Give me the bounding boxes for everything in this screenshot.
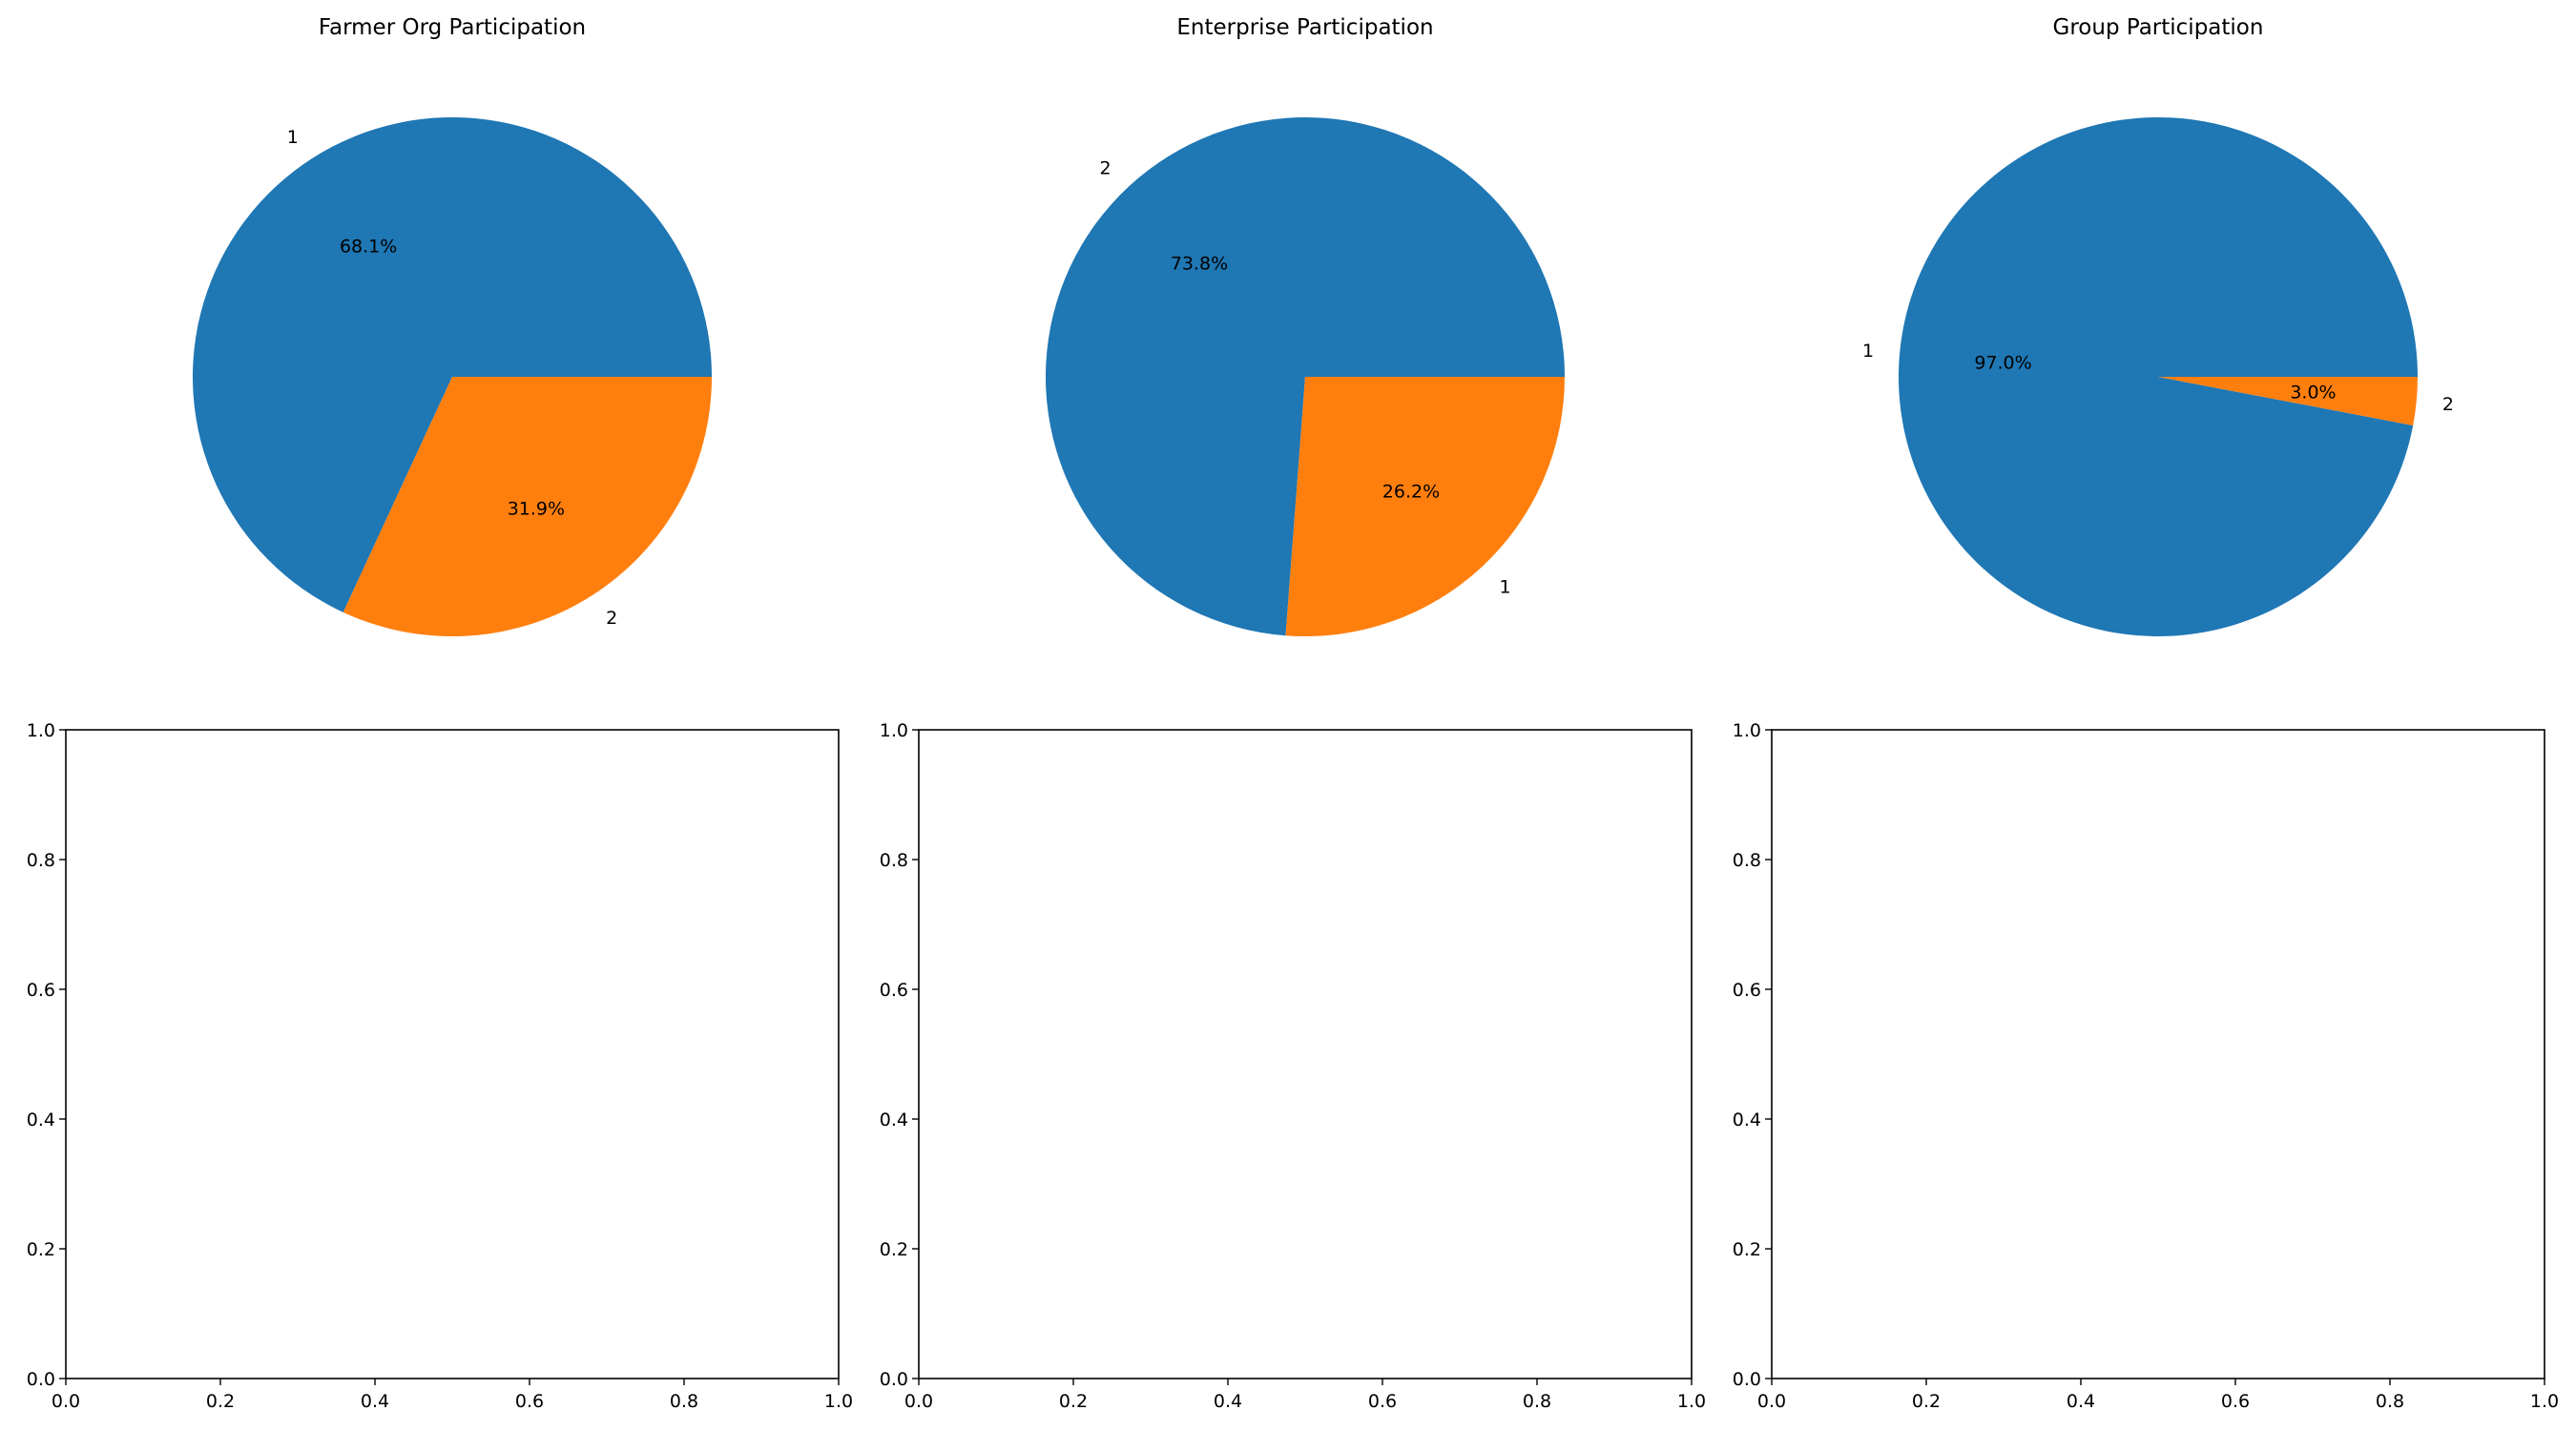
pie-slice — [2158, 377, 2418, 425]
pie-slice — [343, 377, 712, 637]
x-tick-label: 0.6 — [1368, 1391, 1397, 1412]
x-tick-label: 0.2 — [1059, 1391, 1088, 1412]
x-tick-label: 0.0 — [1757, 1391, 1786, 1412]
y-tick-label: 0.0 — [27, 1369, 55, 1390]
pie-chart-1: Farmer Org Participation 1 68.1% 2 31.9% — [193, 15, 712, 637]
slice-label: 2 — [606, 608, 617, 629]
y-tick-label: 0.8 — [880, 850, 908, 871]
y-tick-label: 0.2 — [27, 1239, 55, 1260]
empty-axes-3: 0.0 0.2 0.4 0.6 0.8 1.0 0.0 0.2 0.4 0.6 0.8 1.0 — [1733, 720, 2559, 1412]
x-tick-label: 0.8 — [670, 1391, 698, 1412]
x-tick-label: 0.6 — [515, 1391, 544, 1412]
x-tick-label: 0.2 — [1912, 1391, 1941, 1412]
x-tick-label: 0.4 — [361, 1391, 389, 1412]
slice-percent-label: 68.1% — [340, 236, 397, 257]
axes-frame — [1771, 729, 2545, 1379]
x-tick-label: 1.0 — [1677, 1391, 1706, 1412]
slice-percent-label: 73.8% — [1171, 253, 1228, 274]
x-tick-label: 1.0 — [824, 1391, 853, 1412]
y-tick-label: 1.0 — [880, 720, 908, 741]
pie-slice — [1898, 117, 2418, 637]
x-tick-label: 0.8 — [1523, 1391, 1551, 1412]
x-tick-label: 0.4 — [1214, 1391, 1242, 1412]
pie-slice — [1285, 377, 1565, 636]
slice-label: 2 — [1099, 158, 1111, 179]
empty-axes-1: 0.0 0.2 0.4 0.6 0.8 1.0 0.0 0.2 0.4 0.6 0.8 1.0 — [27, 720, 853, 1412]
y-tick-label: 0.4 — [1733, 1110, 1761, 1130]
y-tick-label: 0.6 — [880, 980, 908, 1001]
x-tick-label: 0.0 — [52, 1391, 80, 1412]
slice-label: 1 — [287, 127, 299, 148]
slice-percent-label: 3.0% — [2290, 382, 2336, 403]
x-tick-label: 0.0 — [904, 1391, 933, 1412]
pie-slice — [1046, 117, 1565, 636]
slice-label: 1 — [1499, 576, 1510, 597]
empty-axes-2: 0.0 0.2 0.4 0.6 0.8 1.0 0.0 0.2 0.4 0.6 0.8 1.0 — [880, 720, 1706, 1412]
x-tick-label: 0.4 — [2067, 1391, 2095, 1412]
y-tick-label: 0.2 — [880, 1239, 908, 1260]
pie-slice — [193, 117, 712, 612]
y-tick-label: 0.8 — [27, 850, 55, 871]
y-tick-label: 0.6 — [1733, 980, 1761, 1001]
pie-title: Group Participation — [2053, 15, 2264, 40]
y-tick-label: 1.0 — [27, 720, 55, 741]
axes-frame — [918, 729, 1693, 1379]
y-tick-label: 0.0 — [1733, 1369, 1761, 1390]
y-tick-label: 0.0 — [880, 1369, 908, 1390]
y-tick-label: 0.2 — [1733, 1239, 1761, 1260]
pie-title: Farmer Org Participation — [319, 15, 586, 40]
y-tick-label: 0.8 — [1733, 850, 1761, 871]
y-tick-label: 1.0 — [1733, 720, 1761, 741]
x-tick-label: 0.8 — [2376, 1391, 2404, 1412]
slice-percent-label: 97.0% — [1974, 353, 2031, 374]
pie-title: Enterprise Participation — [1176, 15, 1433, 40]
x-tick-label: 0.6 — [2221, 1391, 2250, 1412]
x-tick-label: 1.0 — [2530, 1391, 2559, 1412]
y-tick-label: 0.4 — [27, 1110, 55, 1130]
slice-percent-label: 26.2% — [1382, 482, 1440, 503]
pie-chart-3: Group Participation 1 97.0% 2 3.0% — [1862, 15, 2454, 637]
y-tick-label: 0.4 — [880, 1110, 908, 1130]
slice-label: 1 — [1862, 341, 1874, 362]
pie-chart-2: Enterprise Participation 2 73.8% 1 26.2% — [1046, 15, 1565, 636]
slice-label: 2 — [2442, 394, 2454, 415]
axes-frame — [65, 729, 840, 1379]
plots: Farmer Org Participation 1 68.1% 2 31.9% Ente… — [27, 15, 2559, 1412]
slice-percent-label: 31.9% — [508, 499, 565, 520]
x-tick-label: 0.2 — [206, 1391, 235, 1412]
y-tick-label: 0.6 — [27, 980, 55, 1001]
